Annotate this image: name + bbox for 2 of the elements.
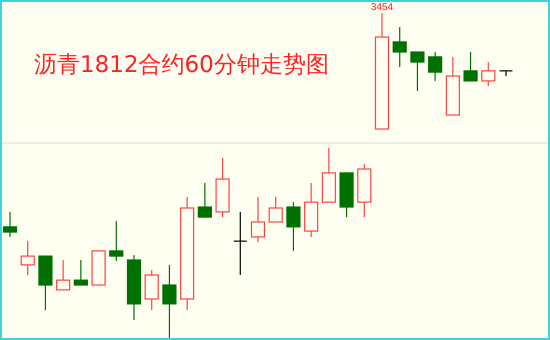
title: 沥青1812合约60分钟走势图: [34, 52, 329, 78]
annotation: 3454: [370, 2, 394, 13]
